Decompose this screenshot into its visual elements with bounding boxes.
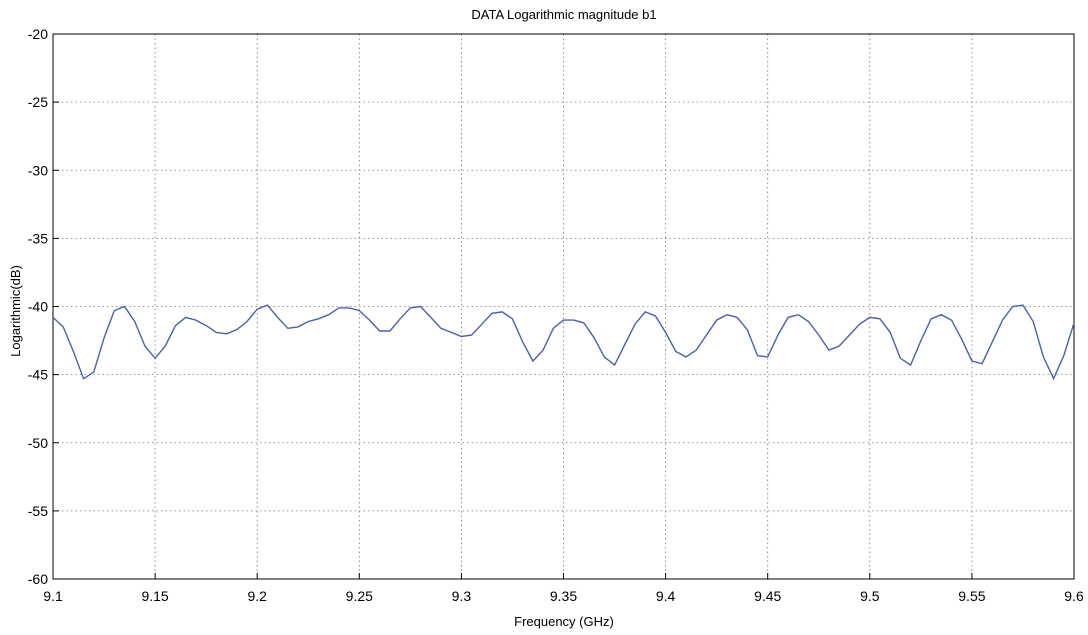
x-tick-label: 9.45 — [754, 588, 781, 604]
y-tick-label: -30 — [28, 162, 48, 178]
x-axis-label: Frequency (GHz) — [514, 614, 614, 629]
y-tick-label: -40 — [28, 299, 48, 315]
x-tick-label: 9.2 — [247, 588, 267, 604]
grid — [53, 34, 1074, 579]
x-tick-label: 9.6 — [1064, 588, 1084, 604]
x-tick-label: 9.35 — [550, 588, 577, 604]
tick-labels: 9.1 9.15 9.2 9.25 9.3 9.35 9.4 9.45 9.5 9.55 9.6 -2… — [28, 26, 1084, 604]
chart-title: DATA Logarithmic magnitude b1 — [471, 7, 656, 22]
y-axis-label: Logarithmic(dB) — [8, 265, 23, 357]
y-tick-label: -60 — [28, 571, 48, 587]
series-line — [52, 304, 1075, 381]
y-tick-label: -45 — [28, 367, 48, 383]
x-tick-label: 9.25 — [346, 588, 373, 604]
y-tick-label: -25 — [28, 94, 48, 110]
y-tick-label: -50 — [28, 435, 48, 451]
x-tick-label: 9.3 — [452, 588, 472, 604]
x-tick-label: 9.5 — [860, 588, 880, 604]
x-tick-label: 9.1 — [43, 588, 63, 604]
x-tick-label: 9.15 — [141, 588, 168, 604]
y-tick-label: -55 — [28, 503, 48, 519]
y-tick-label: -35 — [28, 230, 48, 246]
x-tick-label: 9.4 — [656, 588, 676, 604]
x-tick-label: 9.55 — [958, 588, 985, 604]
y-tick-label: -20 — [28, 26, 48, 42]
